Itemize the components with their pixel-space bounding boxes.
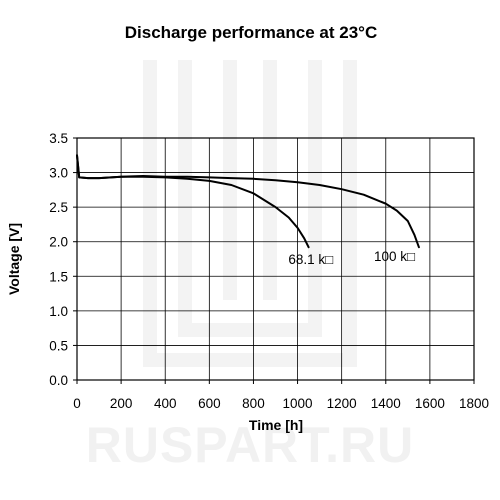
y-tick-label: 3.5 (49, 131, 68, 146)
plot-area (76, 137, 475, 381)
x-tick-label: 1400 (371, 396, 401, 411)
y-axis: 0.0 0.5 1.0 1.5 2.0 2.5 3.0 3.5 (49, 131, 77, 388)
y-tick-label: 1.5 (49, 269, 68, 284)
x-tick-label: 1800 (459, 396, 489, 411)
y-tick-label: 3.0 (49, 166, 68, 181)
x-tick-label: 800 (242, 396, 265, 411)
x-tick-label: 400 (154, 396, 177, 411)
series-label-2: 100 k□ (374, 249, 415, 264)
y-tick-label: 0.0 (49, 373, 68, 388)
series-labels: 68.1 k□ 100 k□ (288, 249, 415, 267)
x-axis-label: Time [h] (249, 417, 303, 433)
series-label-1: 68.1 k□ (288, 252, 333, 267)
watermark: RUSPART.RU (86, 60, 415, 473)
series-line-2 (76, 154, 420, 249)
x-tick-label: 1600 (415, 396, 445, 411)
x-tick-label: 600 (198, 396, 221, 411)
y-tick-label: 2.0 (49, 235, 68, 250)
y-axis-label: Voltage [V] (6, 223, 22, 295)
y-tick-label: 0.5 (49, 338, 68, 353)
chart-title: Discharge performance at 23°C (125, 23, 377, 42)
watermark-text: RUSPART.RU (86, 417, 415, 473)
x-tick-label: 0 (73, 396, 81, 411)
x-tick-label: 200 (110, 396, 133, 411)
series-group (76, 154, 420, 249)
x-axis: 0 200 400 600 800 1000 1200 1400 1600 1800 (73, 380, 489, 411)
y-tick-label: 1.0 (49, 304, 68, 319)
x-tick-label: 1200 (327, 396, 357, 411)
x-tick-label: 1000 (283, 396, 313, 411)
y-tick-label: 2.5 (49, 200, 68, 215)
watermark-logo (143, 60, 357, 367)
